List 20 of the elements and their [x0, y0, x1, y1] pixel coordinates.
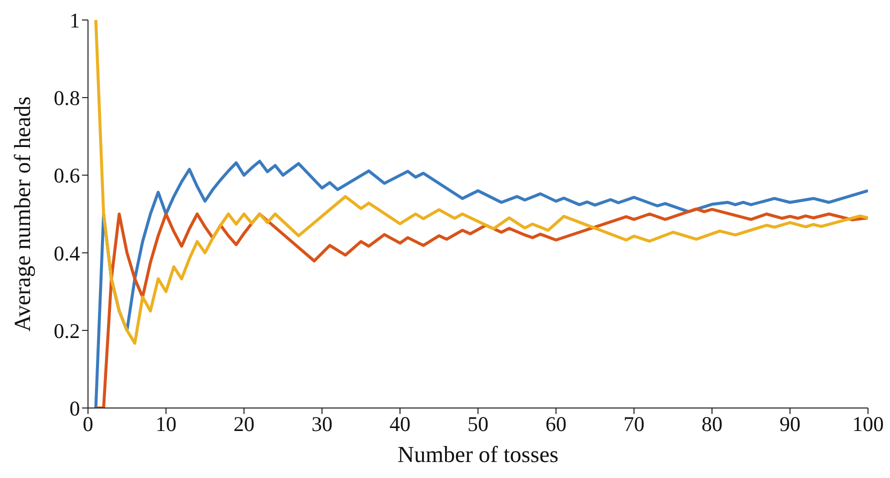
x-tick-label: 10	[156, 412, 176, 436]
y-tick-label: 0.2	[54, 318, 80, 343]
x-tick-label: 20	[234, 412, 254, 436]
x-tick-label: 80	[702, 412, 722, 436]
x-tick-label: 100	[852, 412, 884, 436]
y-tick-label: 0.8	[54, 86, 80, 110]
y-tick-label: 0.4	[54, 241, 80, 266]
line-series	[94, 20, 868, 345]
x-tick-label: 50	[468, 412, 488, 436]
y-axis-title: Average number of heads	[10, 96, 36, 332]
y-tick-label: 0	[70, 396, 80, 420]
x-tick-label: 30	[312, 412, 332, 436]
y-tick-label: 1	[70, 8, 80, 32]
y-tick-label: 0.6	[54, 164, 80, 188]
x-tick-label: 70	[624, 412, 644, 436]
x-tick-label: 90	[780, 412, 800, 436]
x-axis-title: Number of tosses	[398, 442, 559, 467]
x-tick-label: 60	[546, 412, 566, 436]
x-tick-label: 40	[390, 412, 410, 436]
line-series	[94, 207, 868, 408]
